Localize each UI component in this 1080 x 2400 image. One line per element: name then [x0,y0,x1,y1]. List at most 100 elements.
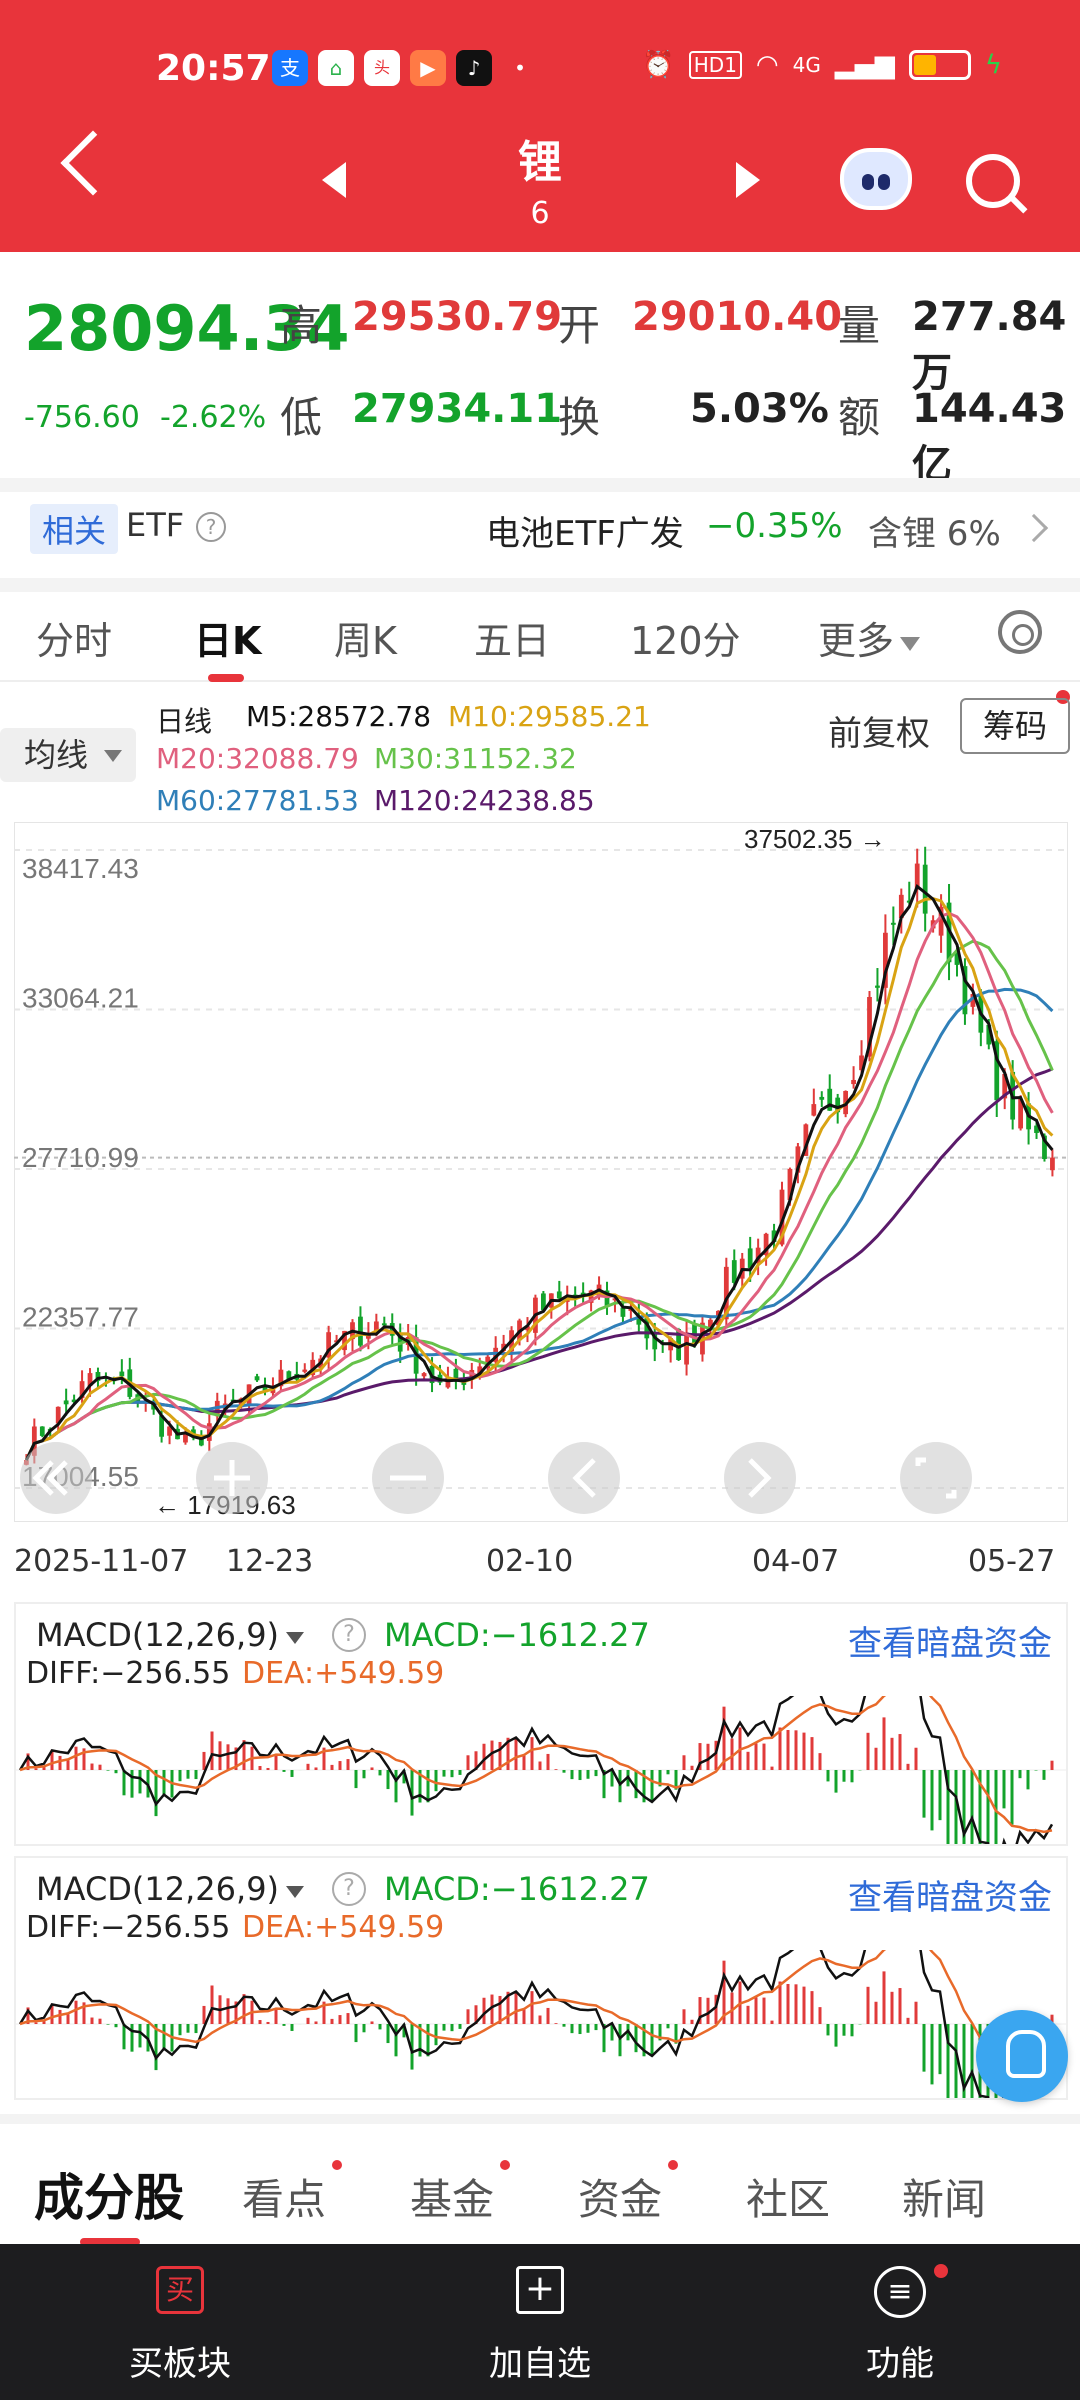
video-icon: ▶ [410,50,446,86]
macd-panel[interactable]: MACD(12,26,9) ? MACD:−1612.27 DIFF:−256.… [14,1602,1068,1846]
macd-title[interactable]: MACD(12,26,9) [36,1870,280,1908]
caret-down-icon[interactable] [286,1632,304,1644]
candle [883,932,888,988]
next-candle-icon[interactable] [724,1442,796,1514]
candle [922,864,928,914]
chip-distribution-button[interactable]: 筹码 [960,698,1070,754]
scroll-left-icon[interactable] [20,1442,92,1514]
help-icon[interactable]: ? [196,512,226,542]
tab-capital[interactable]: 资金 [578,2175,663,2224]
candle [79,1381,85,1399]
diff-value: DIFF:−256.55 [26,1656,231,1691]
chevron-right-icon[interactable] [1019,513,1049,543]
tab-funds[interactable]: 基金 [410,2175,495,2224]
etf-name[interactable]: 电池ETF广发 [486,514,684,554]
candle [1042,1135,1047,1159]
candle [708,1319,713,1330]
plus-icon: + [516,2266,564,2314]
settings-icon[interactable] [998,610,1042,654]
page-subtitle: 6 [530,196,550,231]
top-bar: 20:57 支 ⌂ 头 ▶ ♪ • ⏰ HD1 ◠ 4G ▂▄▆ ϟ 锂 6 [0,0,1080,252]
tab-community[interactable]: 社区 [746,2175,831,2224]
candle [39,1426,45,1436]
dea-value: DEA:+549.59 [242,1656,445,1691]
candle [867,997,872,1057]
tab-constituents[interactable]: 成分股 [34,2169,184,2227]
candle [986,1024,992,1045]
candle [525,1326,530,1331]
tab-daily-k[interactable]: 日K [194,619,262,663]
volume-value: 277.84万 [912,294,1067,396]
candle [119,1371,125,1377]
candle [1018,1098,1024,1129]
caret-down-icon [104,750,122,762]
dea-value: DEA:+549.59 [242,1910,445,1945]
high-mark-label: 37502.35 → [744,824,886,854]
ma10-value: M10:29585.21 [448,700,651,733]
candle [159,1415,164,1437]
kline-chart[interactable]: 37502.35 →← 17919.63 38417.4333064.21277… [14,822,1068,1522]
caret-down-icon[interactable] [286,1886,304,1898]
lightbulb-icon[interactable] [976,2010,1068,2102]
add-watchlist-label: 加自选 [489,2344,591,2384]
diff-line [18,1696,1054,1844]
candle [684,1332,689,1365]
ma20-value: M20:32088.79 [156,742,359,775]
tab-underline [80,2238,140,2246]
related-etf-row[interactable]: 相关 ETF ? 电池ETF广发 −0.35% 含锂 6% [0,496,1080,578]
macd-title[interactable]: MACD(12,26,9) [36,1616,280,1654]
tab-more[interactable]: 更多 [818,610,921,665]
candle [310,1359,316,1376]
candle [326,1332,332,1358]
prev-candle-icon[interactable] [548,1442,620,1514]
candle [262,1385,268,1393]
candle [55,1406,61,1424]
diff-line [18,1950,1054,2098]
ma-select[interactable]: 均线 [0,728,136,782]
help-icon[interactable]: ? [332,1618,366,1652]
zoom-in-icon[interactable] [196,1442,268,1514]
tiktok-icon: ♪ [456,50,492,86]
fullscreen-icon[interactable] [900,1442,972,1514]
price-adjust-toggle[interactable]: 前复权 [828,714,930,754]
candle [556,1291,562,1299]
candle [183,1433,188,1443]
candle [835,1097,841,1113]
candle [31,1426,37,1456]
dark-pool-link[interactable]: 查看暗盘资金 [848,1624,1052,1664]
tab-news[interactable]: 新闻 [902,2175,987,2224]
candle [914,863,920,890]
tab-five-day[interactable]: 五日 [474,619,551,663]
candle [851,1079,856,1085]
x-tick-1: 12-23 [226,1544,314,1579]
price-change-pct: -2.62% [160,400,267,435]
y-tick-label: 33064.21 [22,983,139,1014]
macd-panel-2[interactable]: MACD(12,26,9) ? MACD:−1612.27 DIFF:−256.… [14,1856,1068,2100]
next-stock-icon[interactable] [736,162,760,198]
ma30-value: M30:31152.32 [374,742,577,775]
buy-sector-button[interactable]: 买 买板块 [0,2244,360,2400]
signal-icon: ▂▄▆ [834,50,895,80]
tab-weekly-k[interactable]: 周K [334,619,397,663]
candle [723,1266,729,1320]
alipay-icon: 支 [272,50,308,86]
dea-line [19,1696,1053,1834]
tab-highlights[interactable]: 看点 [242,2175,327,2224]
dark-pool-link[interactable]: 查看暗盘资金 [848,1878,1052,1918]
tab-120min[interactable]: 120分 [630,619,741,663]
menu-icon: ≡ [874,2266,926,2318]
candle [994,1041,1000,1101]
zoom-out-icon[interactable] [372,1442,444,1514]
help-icon[interactable]: ? [332,1872,366,1906]
assistant-robot-icon[interactable] [840,148,912,210]
functions-button[interactable]: ≡ 功能 [720,2244,1080,2400]
add-watchlist-button[interactable]: + 加自选 [360,2244,720,2400]
tab-intraday[interactable]: 分时 [36,619,113,663]
search-icon[interactable] [966,154,1020,208]
period-tabs: 分时 日K 周K 五日 120分 更多 [0,592,1080,682]
prev-stock-icon[interactable] [322,162,346,198]
ma-line-m60 [25,987,1054,1461]
open-label: 开 [558,301,601,350]
notification-dot [668,2160,678,2170]
ma120-value: M120:24238.85 [374,784,595,817]
